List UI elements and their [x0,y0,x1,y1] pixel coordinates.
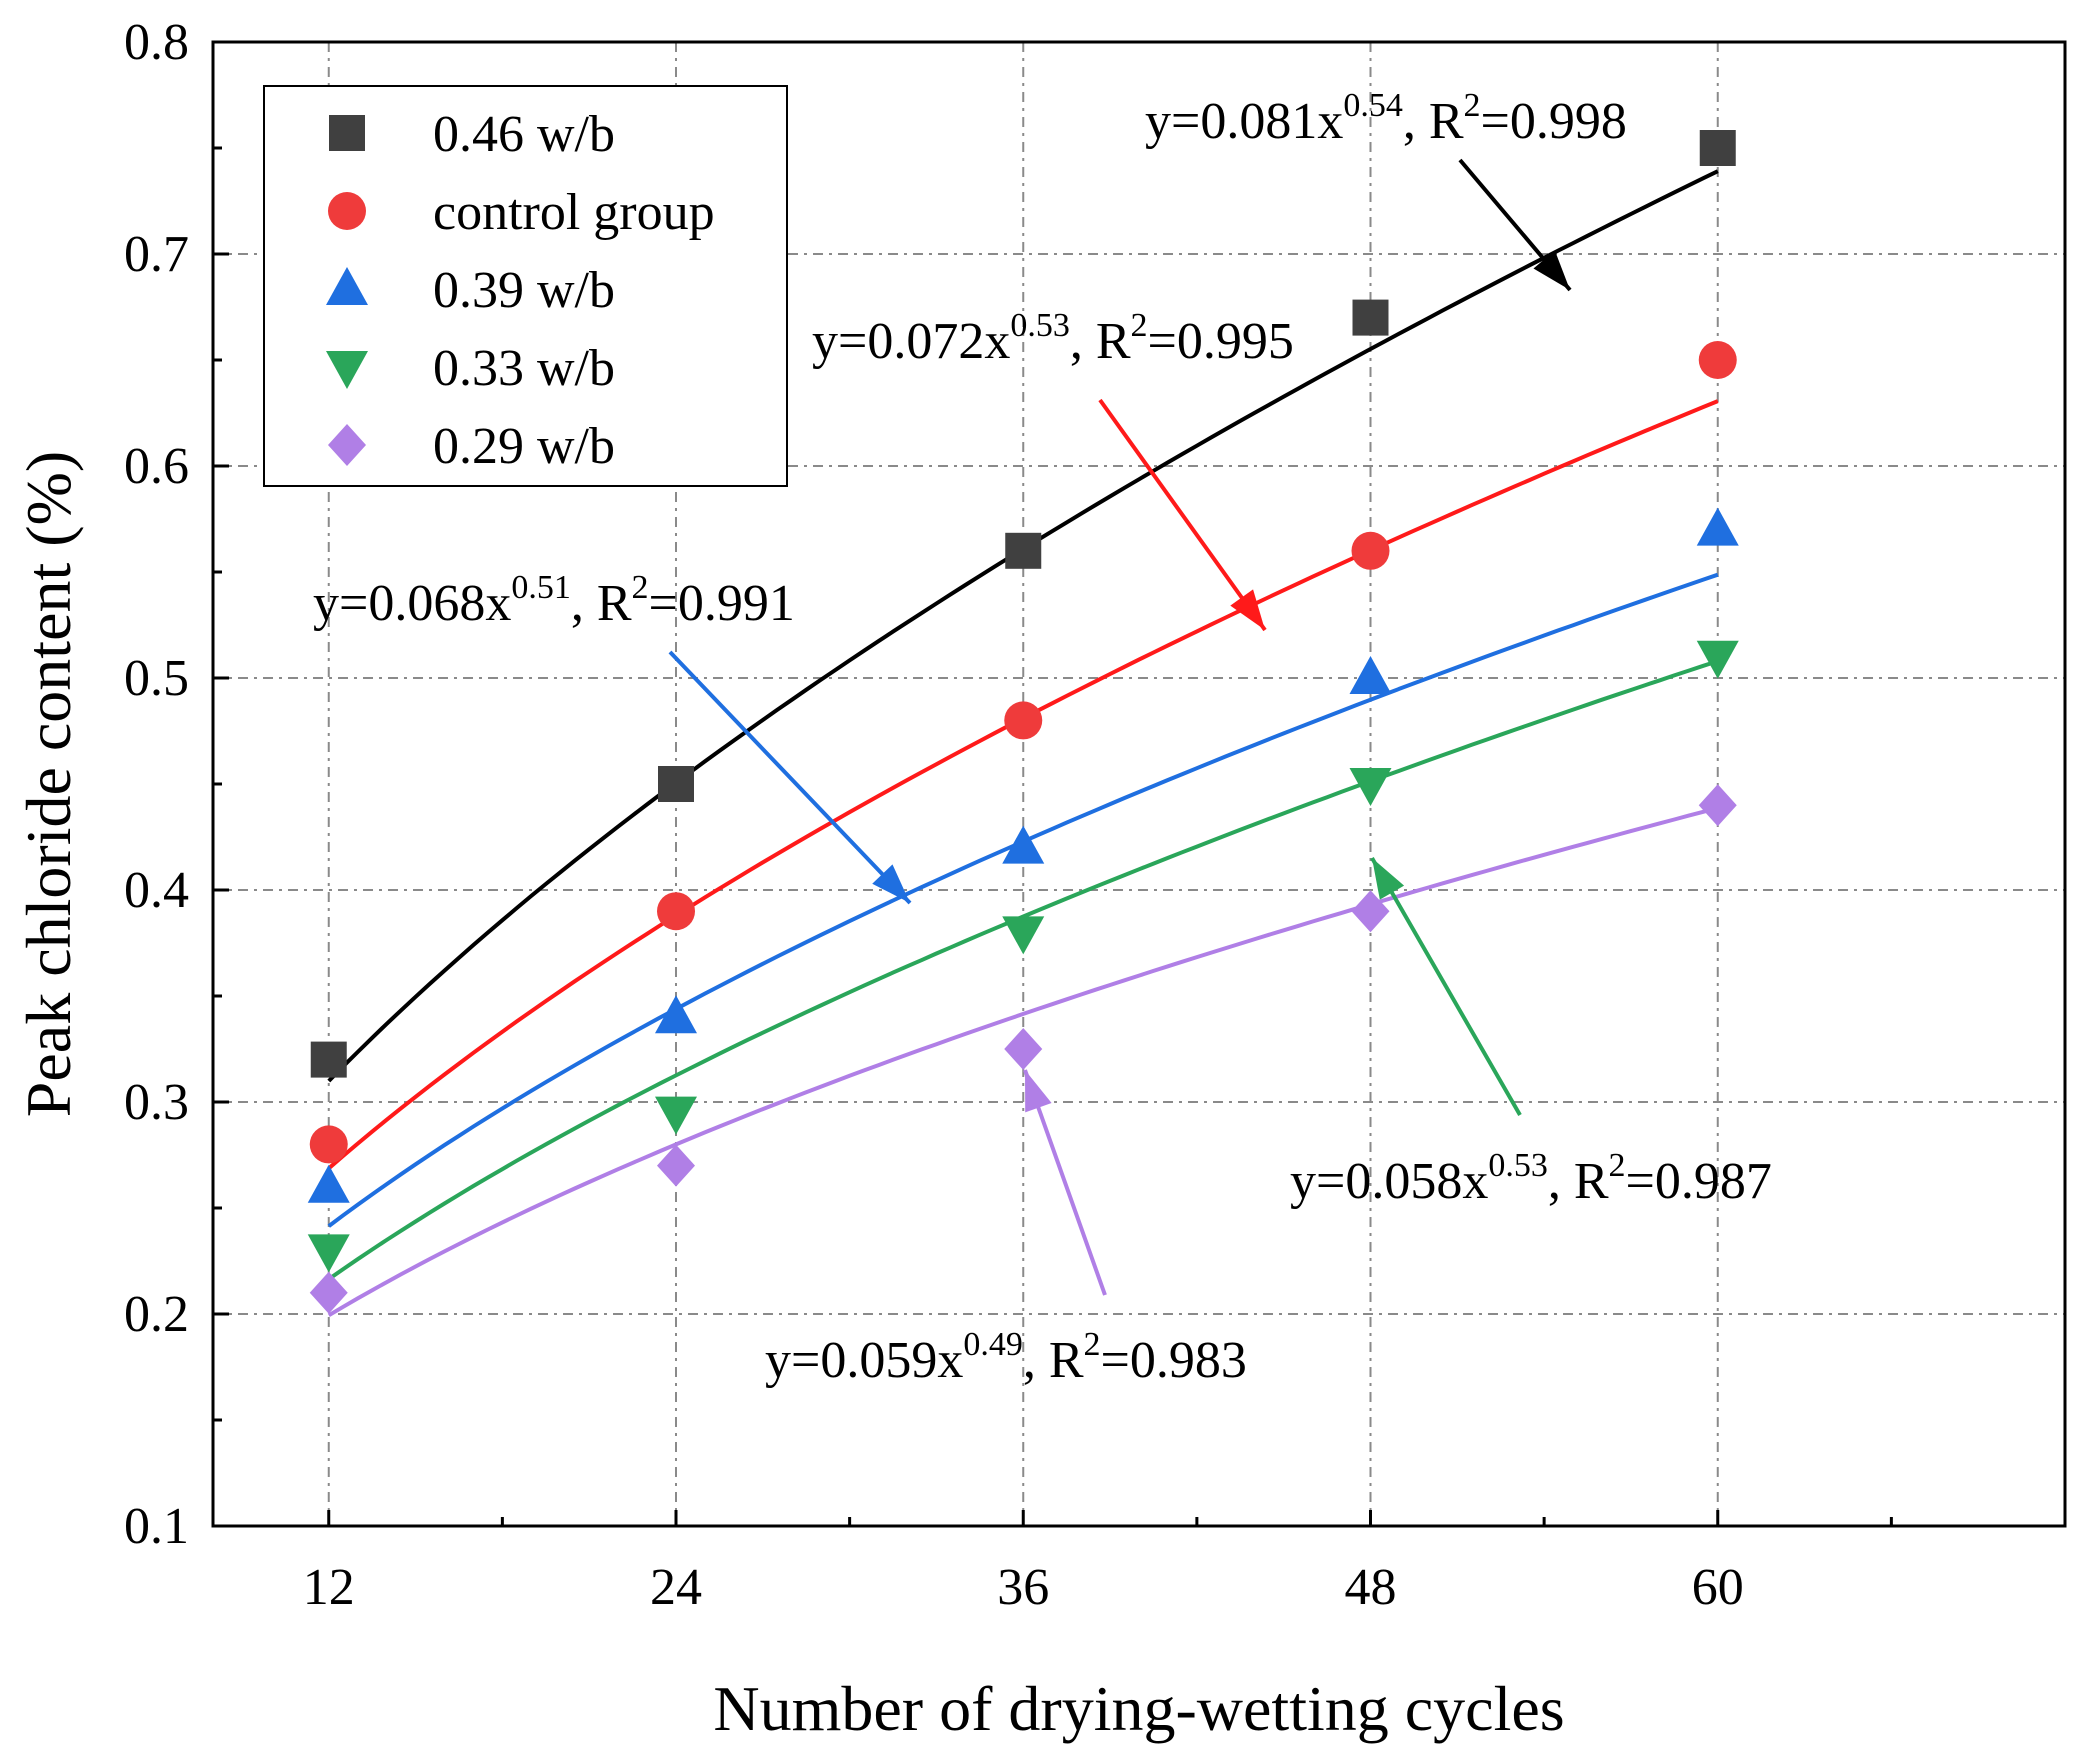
equation-arrows [668,158,1572,1296]
data-markers [307,130,1739,1314]
data-point [1002,825,1045,864]
data-point [1351,531,1390,570]
y-tick-label: 0.2 [124,1286,189,1343]
data-point [1351,890,1390,933]
data-point [310,1041,347,1078]
y-axis-title: Peak chloride content (%) [13,451,84,1117]
y-tick-label: 0.3 [124,1074,189,1131]
axis-ticks: 12 24 36 48 60 0.1 0.2 0.3 0.4 0.5 0.6 0.7 0.8 [124,14,1893,1616]
x-tick-label: 36 [997,1559,1049,1616]
x-tick-label: 60 [1692,1559,1744,1616]
legend: 0.46 w/b control group 0.39 w/b 0.33 w/b 0.2… [263,85,788,487]
legend-label: 0.46 w/b [433,106,615,163]
data-point [657,892,695,931]
data-point [309,1125,348,1164]
annotation-arrowhead [1533,250,1570,290]
data-point [1002,916,1045,955]
data-point [657,1144,695,1187]
annotation-arrow [668,650,912,905]
annotation-arrowhead [1230,589,1265,630]
legend-label: 0.29 w/b [433,418,615,475]
data-point [1352,299,1389,336]
y-tick-label: 0.6 [124,438,189,495]
x-tick-label: 12 [303,1559,355,1616]
data-point [1696,507,1739,546]
y-tick-label: 0.7 [124,226,189,283]
legend-label: 0.33 w/b [433,340,615,397]
data-point [307,1234,350,1273]
legend-marker [326,351,368,389]
fit-equation: y=0.058x0.53, R2=0.987 [1290,1147,1772,1210]
annotation-arrow [1098,398,1267,632]
data-point [1696,640,1739,679]
legend-marker [328,192,366,230]
fit-equations: y=0.081x0.54, R2=0.998 y=0.072x0.53, R2=0… [313,87,1772,1389]
x-tick-label: 24 [650,1559,702,1616]
fit-curve [327,806,1719,1318]
annotation-arrowhead [1025,1070,1052,1113]
data-point [1349,656,1392,694]
annotation-arrow [1370,857,1522,1116]
data-point [655,1096,697,1135]
fit-equation: y=0.081x0.54, R2=0.998 [1145,87,1627,150]
fit-equation: y=0.059x0.49, R2=0.983 [765,1326,1247,1389]
x-axis-title: Number of drying-wetting cycles [713,1673,1564,1744]
legend-label: control group [433,184,715,241]
data-point [1699,130,1736,166]
x-tick-label: 48 [1345,1559,1397,1616]
legend-marker [326,267,368,305]
data-point [1004,701,1043,740]
legend-marker [329,115,365,151]
annotation-arrowhead [1372,858,1405,900]
data-point [1349,768,1392,806]
data-point [1698,784,1737,827]
data-point [1005,532,1042,569]
y-tick-label: 0.8 [124,14,189,71]
data-point [655,995,697,1034]
data-point [307,1164,350,1203]
annotation-arrowhead [872,864,910,903]
data-point [1004,1028,1043,1070]
data-point [658,766,694,802]
fit-equation: y=0.072x0.53, R2=0.995 [812,307,1294,370]
legend-label: 0.39 w/b [433,262,615,319]
y-tick-label: 0.1 [124,1498,189,1555]
data-point [1698,341,1737,379]
y-tick-label: 0.4 [124,862,189,919]
legend-marker [328,424,366,466]
y-tick-label: 0.5 [124,650,189,707]
data-point [309,1271,348,1314]
fit-equation: y=0.068x0.51, R2=0.991 [313,569,795,632]
